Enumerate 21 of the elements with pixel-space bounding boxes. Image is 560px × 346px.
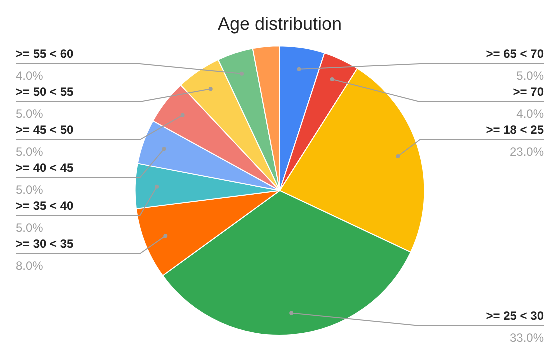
slice-label: >= 40 < 45: [16, 161, 74, 175]
data-label: 33.0%: [510, 331, 544, 345]
slice-label: >= 25 < 30: [486, 309, 544, 323]
data-label: 8.0%: [16, 259, 44, 273]
slice-label: >= 55 < 60: [16, 47, 74, 61]
slice-label: >= 35 < 40: [16, 199, 74, 213]
data-label: 5.0%: [516, 69, 544, 83]
data-label: 5.0%: [16, 107, 44, 121]
slice-label: >= 65 < 70: [486, 47, 544, 61]
data-label: 5.0%: [16, 183, 44, 197]
data-label: 5.0%: [16, 145, 44, 159]
chart-title: Age distribution: [218, 14, 342, 34]
data-label: 4.0%: [16, 69, 44, 83]
data-label: 4.0%: [516, 107, 544, 121]
slice-label: >= 50 < 55: [16, 85, 74, 99]
slice-label: >= 70: [513, 85, 544, 99]
slice-label: >= 30 < 35: [16, 237, 74, 251]
data-label: 23.0%: [510, 145, 544, 159]
data-label: 5.0%: [16, 221, 44, 235]
slice-label: >= 45 < 50: [16, 123, 74, 137]
slice-label: >= 18 < 25: [486, 123, 544, 137]
